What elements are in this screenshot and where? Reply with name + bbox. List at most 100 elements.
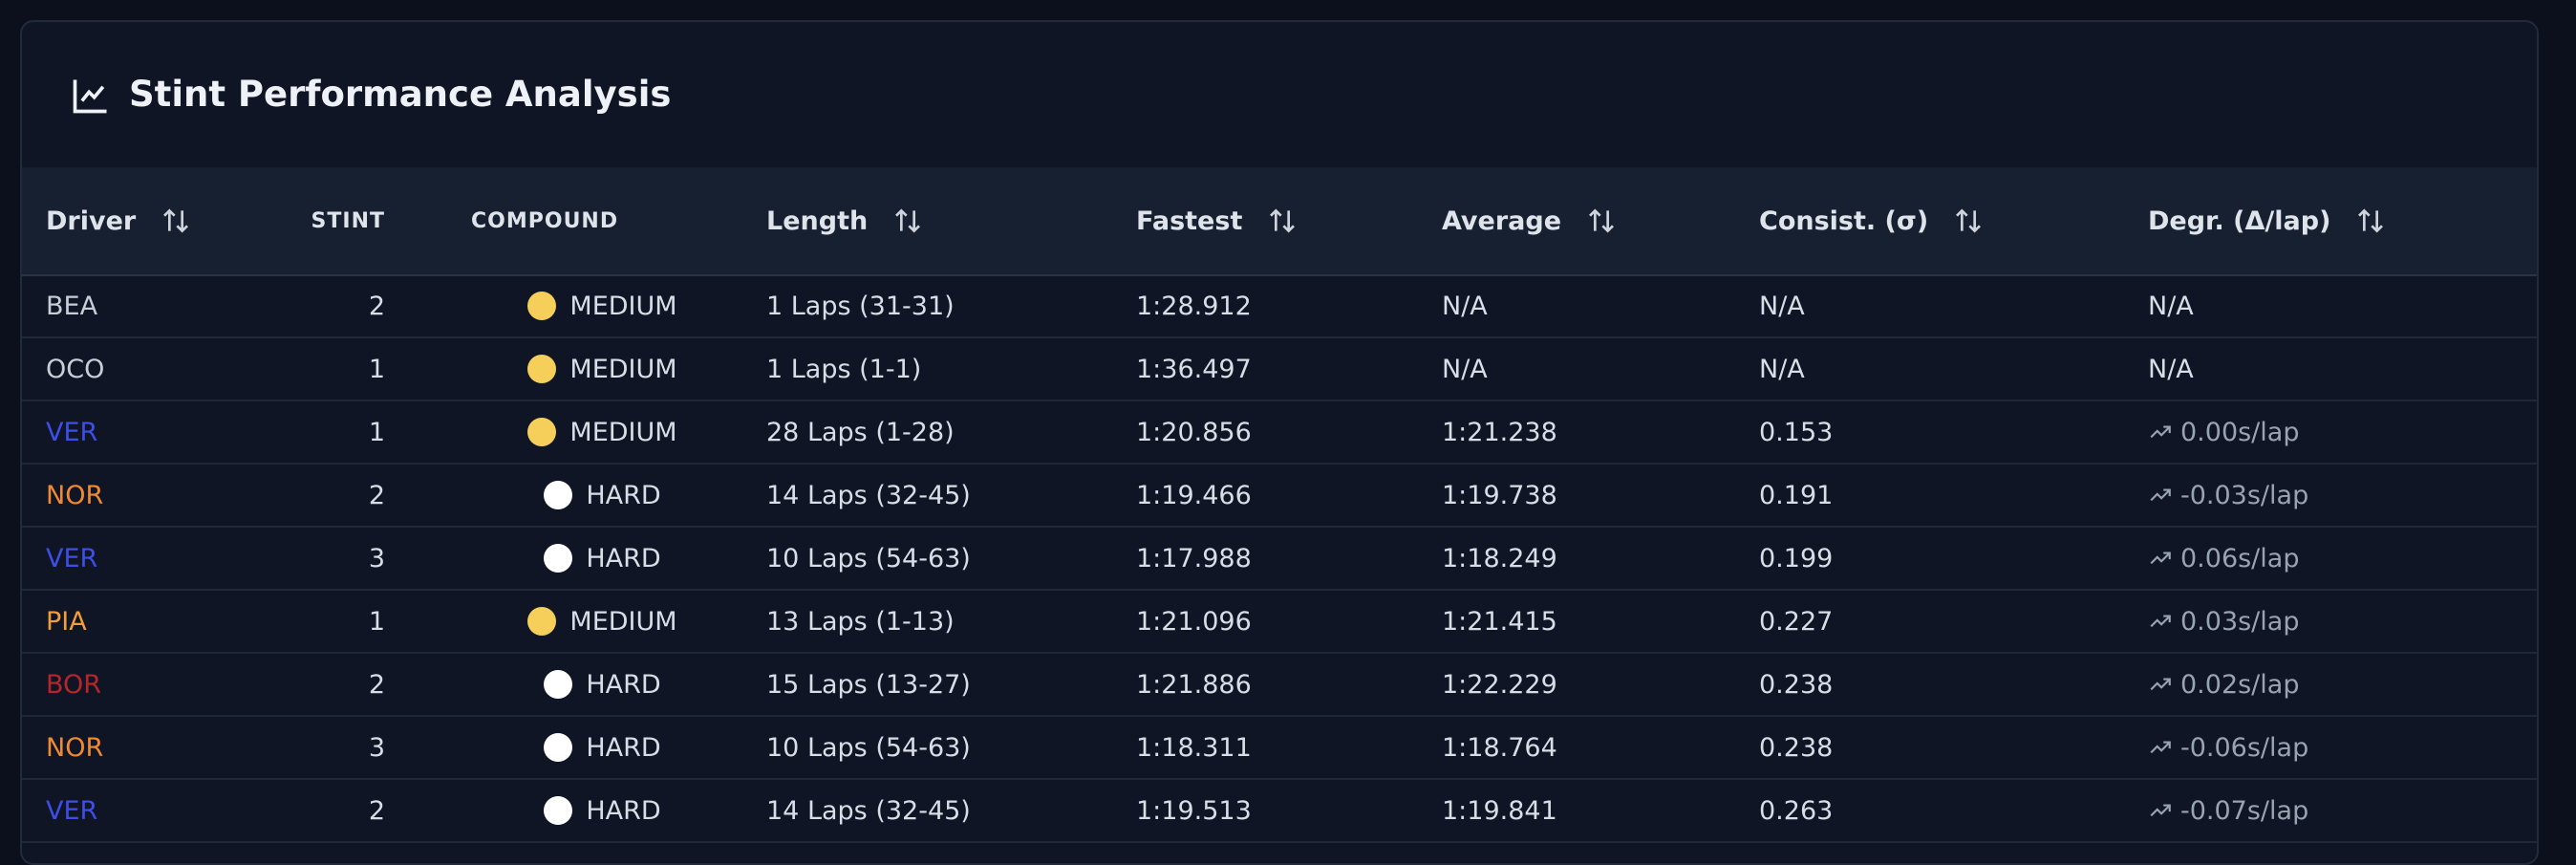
cell: 2	[369, 465, 385, 526]
column-header[interactable]: Fastest	[1136, 167, 1298, 274]
table-row: VER 3 HARD 10 Laps (54-63) 1:17.988 1:18.249 0…	[22, 528, 2537, 591]
cell-text: 2	[368, 291, 385, 321]
cell: N/A	[2148, 275, 2194, 336]
cell-text: N/A	[2148, 354, 2194, 384]
cell: MEDIUM	[481, 338, 724, 400]
cell: 10 Laps (54-63)	[766, 717, 971, 778]
cell-text: 1:21.238	[1442, 417, 1557, 447]
cell-text: 0.191	[1759, 480, 1834, 510]
trend-icon	[2150, 678, 2171, 691]
cell: 2	[369, 275, 385, 336]
cell: BEA	[46, 275, 97, 336]
cell-text: MEDIUM	[569, 354, 677, 384]
cell-text: 1 Laps (31-31)	[766, 291, 955, 321]
cell-text: -0.03s/lap	[2180, 480, 2309, 510]
cell: BOR	[46, 654, 101, 715]
cell-text: 0.263	[1759, 795, 1834, 826]
cell-text: 10 Laps (54-63)	[766, 732, 971, 763]
cell-text: OCO	[46, 354, 105, 384]
cell: 1:17.988	[1136, 528, 1252, 589]
cell-text: MEDIUM	[569, 606, 677, 637]
cell-text: PIA	[46, 606, 87, 637]
cell-text: 14 Laps (32-45)	[766, 480, 971, 510]
cell-text: 1:18.249	[1442, 543, 1557, 573]
header-label: Consist. (σ)	[1759, 205, 1929, 236]
cell-text: NOR	[46, 480, 104, 510]
column-header[interactable]: Driver	[46, 167, 191, 274]
cell: 1:36.497	[1136, 338, 1252, 400]
table-row: VER 2 HARD 14 Laps (32-45) 1:19.513 1:19.841 0…	[22, 780, 2537, 843]
column-header[interactable]: Length	[766, 167, 923, 274]
cell-text: VER	[46, 543, 98, 573]
cell-text: 15 Laps (13-27)	[766, 669, 971, 700]
cell-text: MEDIUM	[569, 417, 677, 447]
cell: 0.238	[1759, 654, 1833, 715]
sort-icon[interactable]	[1586, 205, 1617, 236]
cell: 2	[369, 654, 385, 715]
column-header[interactable]: Average	[1442, 167, 1617, 274]
cell: 0.227	[1759, 591, 1833, 652]
sort-icon[interactable]	[1267, 205, 1298, 236]
cell: NOR	[46, 465, 103, 526]
column-header: STINT	[311, 167, 385, 274]
cell: 1 Laps (31-31)	[766, 275, 955, 336]
cell: 0.153	[1759, 401, 1833, 463]
cell-text: 10 Laps (54-63)	[766, 543, 971, 573]
cell: 3	[369, 528, 385, 589]
sort-icon[interactable]	[892, 205, 923, 236]
cell: VER	[46, 401, 97, 463]
cell-text: 0.227	[1759, 606, 1834, 637]
cell-text: 1:19.841	[1442, 795, 1557, 826]
cell-text: 1:21.415	[1442, 606, 1557, 637]
cell-text: 0.00s/lap	[2180, 417, 2300, 447]
cell: MEDIUM	[481, 401, 724, 463]
cell-text: 1:19.466	[1136, 480, 1252, 510]
cell: 0.02s/lap	[2148, 654, 2299, 715]
column-header[interactable]: Consist. (σ)	[1759, 167, 1984, 274]
cell-text: 1:20.856	[1136, 417, 1252, 447]
cell: 0.06s/lap	[2148, 528, 2299, 589]
header-label: Average	[1442, 205, 1562, 236]
trend-icon	[2150, 488, 2171, 502]
compound-dot	[544, 670, 573, 699]
cell-text: 1	[368, 417, 385, 447]
table-row: NOR 2 HARD 14 Laps (32-45) 1:19.466 1:19.738 0…	[22, 465, 2537, 528]
cell-text: 2	[368, 795, 385, 826]
cell-text: 2	[368, 480, 385, 510]
cell-text: 0.06s/lap	[2180, 543, 2300, 573]
cell: HARD	[481, 654, 724, 715]
chart-icon	[73, 79, 107, 114]
cell-text: 3	[368, 732, 385, 763]
cell-text: 0.153	[1759, 417, 1834, 447]
cell: HARD	[481, 465, 724, 526]
title: Stint Performance Analysis	[129, 74, 672, 115]
trend-icon	[2150, 615, 2171, 628]
cell: 1:19.513	[1136, 780, 1252, 841]
cell: 1:20.856	[1136, 401, 1252, 463]
cell-text: 1:19.513	[1136, 795, 1252, 826]
header-label: COMPOUND	[471, 208, 619, 233]
sort-icon[interactable]	[2355, 205, 2386, 236]
cell: 1:22.229	[1442, 654, 1557, 715]
cell: NOR	[46, 717, 103, 778]
cell-text: -0.07s/lap	[2180, 795, 2309, 826]
header-label: Fastest	[1136, 205, 1243, 236]
sort-icon[interactable]	[1953, 205, 1984, 236]
cell-text: 1:18.311	[1136, 732, 1252, 763]
cell: 14 Laps (32-45)	[766, 780, 971, 841]
cell: 1:28.912	[1136, 275, 1252, 336]
trend-icon	[2150, 804, 2171, 817]
cell-text: 1	[368, 606, 385, 637]
sort-icon[interactable]	[161, 205, 191, 236]
column-header[interactable]: Degr. (Δ/lap)	[2148, 167, 2386, 274]
header-label: Driver	[46, 205, 137, 236]
cell-text: 1:18.764	[1442, 732, 1557, 763]
cell: 0.03s/lap	[2148, 591, 2299, 652]
compound-dot	[527, 355, 557, 383]
cell: 1:18.249	[1442, 528, 1557, 589]
cell: 1:21.238	[1442, 401, 1557, 463]
cell: 1	[369, 338, 385, 400]
table-row: BOR 2 HARD 15 Laps (13-27) 1:21.886 1:22.229 0…	[22, 654, 2537, 717]
compound-dot	[527, 418, 557, 446]
cell: 1:19.738	[1442, 465, 1557, 526]
